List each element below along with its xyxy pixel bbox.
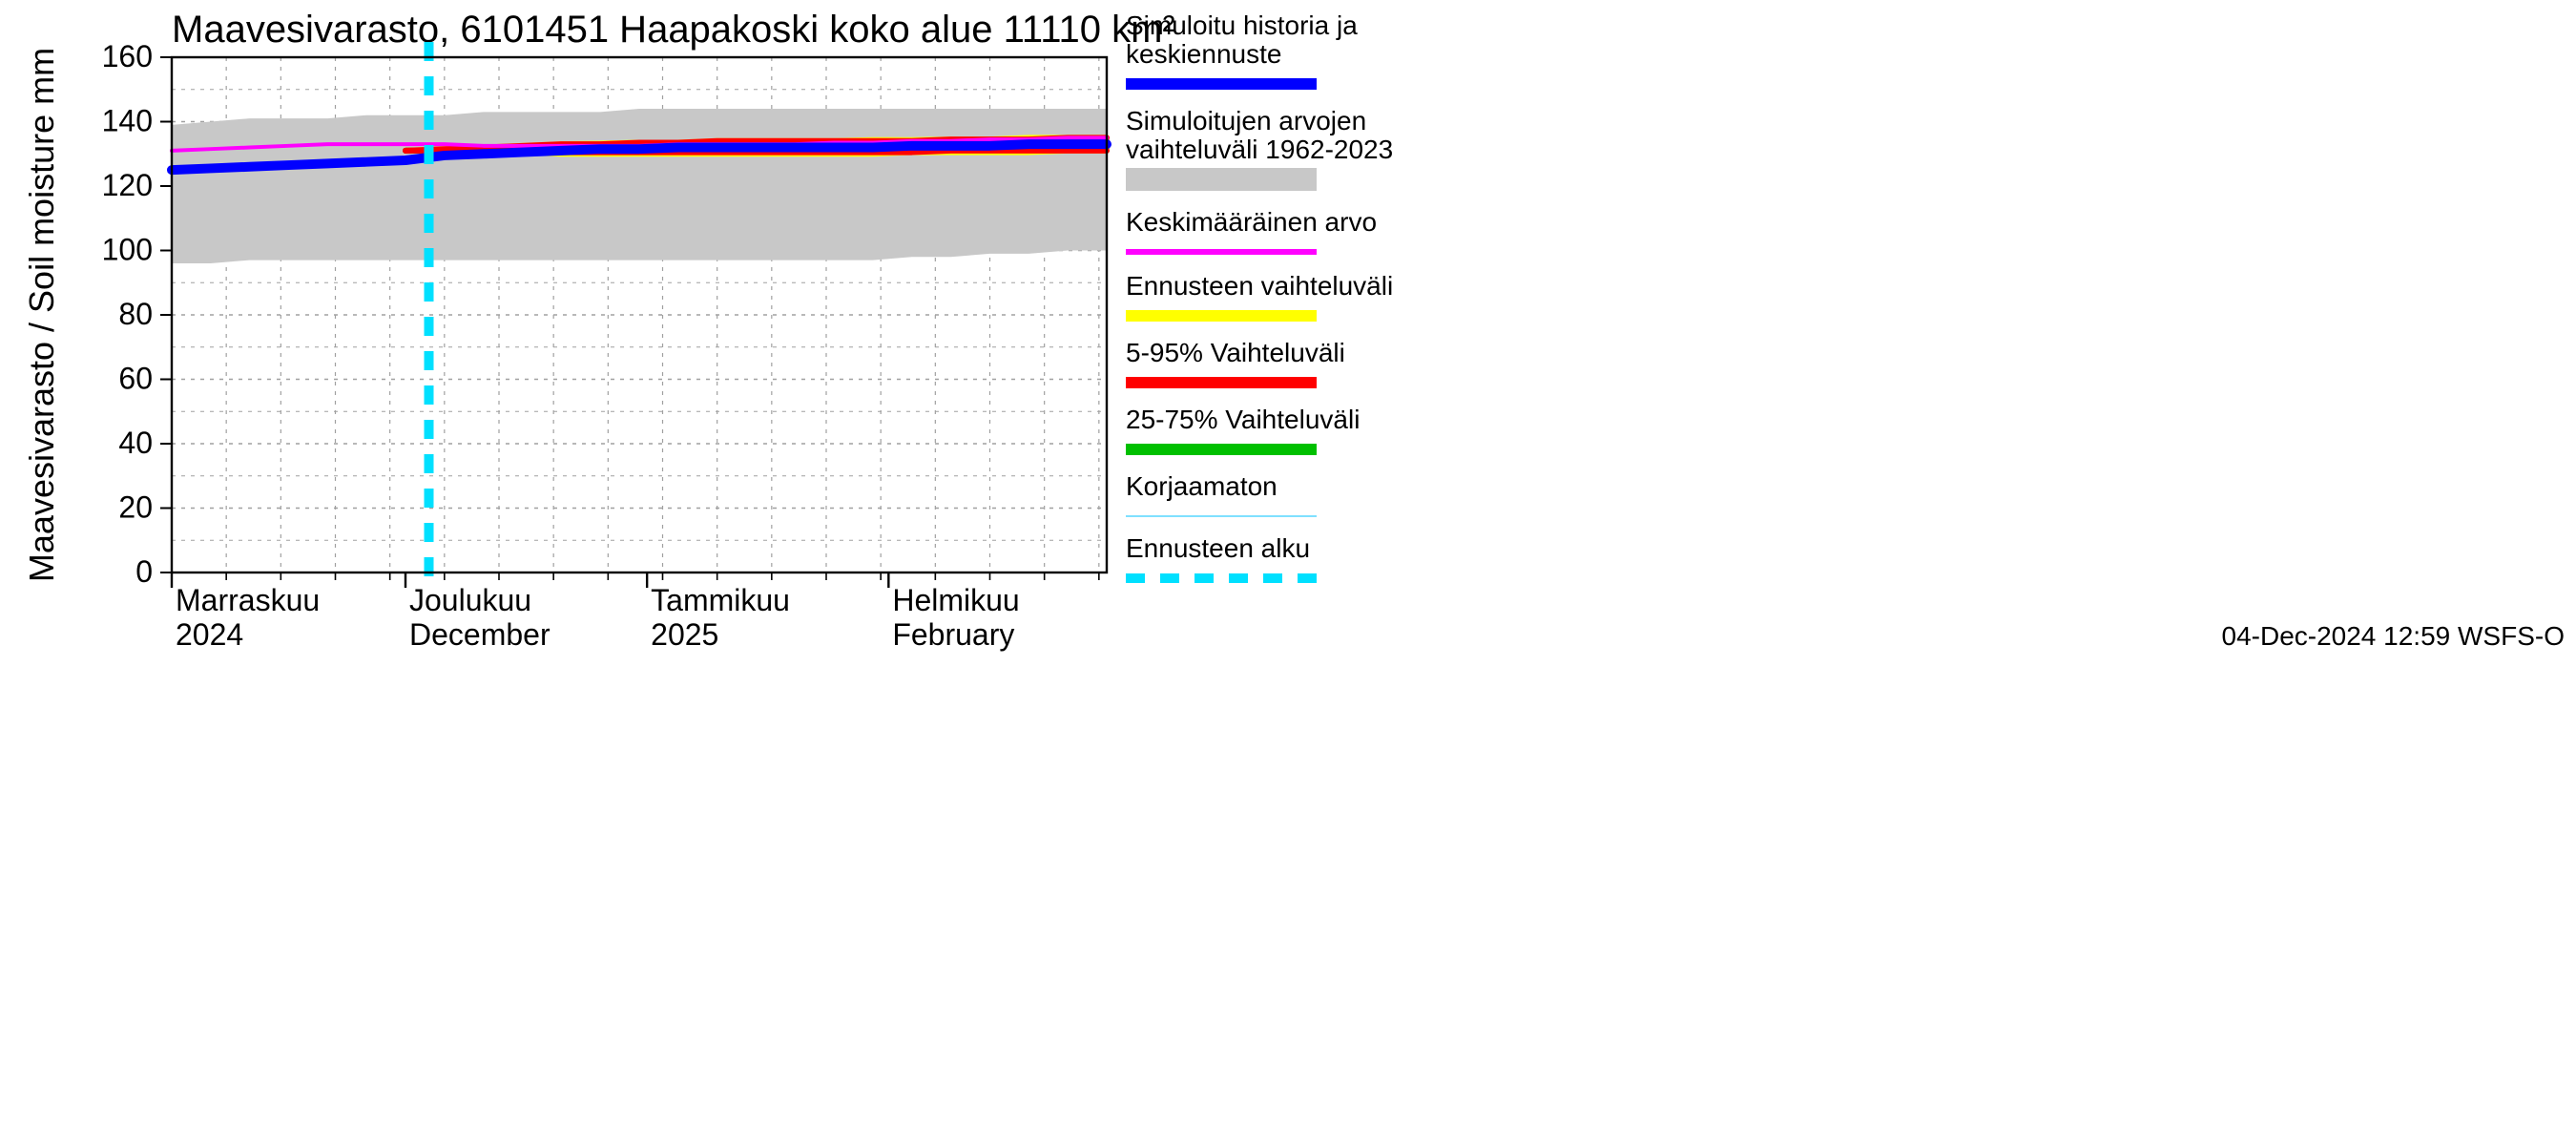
y-tick-label: 80 xyxy=(118,297,153,331)
y-tick-label: 160 xyxy=(102,39,153,73)
legend-label: Simuloitujen arvojen xyxy=(1126,106,1366,135)
x-tick-label-top: Tammikuu xyxy=(651,583,790,617)
legend-label: 5-95% Vaihteluväli xyxy=(1126,338,1345,367)
y-axis-label: Maavesivarasto / Soil moisture mm xyxy=(22,48,61,582)
x-tick-label-bottom: December xyxy=(409,617,551,652)
y-tick-label: 60 xyxy=(118,362,153,396)
chart-title: Maavesivarasto, 6101451 Haapakoski koko … xyxy=(172,9,1175,51)
chart-container: Maavesivarasto, 6101451 Haapakoski koko … xyxy=(0,0,2576,1145)
x-tick-label-bottom: 2024 xyxy=(176,617,243,652)
simulated-range-band xyxy=(172,109,1107,263)
legend-label: keskiennuste xyxy=(1126,39,1281,69)
legend-label: Keskimääräinen arvo xyxy=(1126,207,1377,237)
legend-label: Ennusteen vaihteluväli xyxy=(1126,271,1393,301)
y-tick-label: 120 xyxy=(102,168,153,202)
y-tick-label: 20 xyxy=(118,490,153,525)
y-tick-label: 100 xyxy=(102,233,153,267)
legend-swatch xyxy=(1126,168,1317,191)
chart-svg: Maavesivarasto, 6101451 Haapakoski koko … xyxy=(0,0,2576,1145)
legend-label: vaihteluväli 1962-2023 xyxy=(1126,135,1393,164)
legend-label: Korjaamaton xyxy=(1126,471,1278,501)
legend-label: Simuloitu historia ja xyxy=(1126,10,1358,40)
x-tick-label-bottom: February xyxy=(892,617,1014,652)
y-tick-label: 140 xyxy=(102,104,153,138)
x-tick-label-bottom: 2025 xyxy=(651,617,718,652)
legend-label: 25-75% Vaihteluväli xyxy=(1126,405,1360,434)
footer-timestamp: 04-Dec-2024 12:59 WSFS-O xyxy=(2222,621,2566,651)
x-tick-label-top: Helmikuu xyxy=(892,583,1019,617)
x-tick-label-top: Marraskuu xyxy=(176,583,320,617)
y-tick-label: 0 xyxy=(135,554,153,589)
y-tick-label: 40 xyxy=(118,426,153,460)
x-tick-label-top: Joulukuu xyxy=(409,583,531,617)
legend-label: Ennusteen alku xyxy=(1126,533,1310,563)
